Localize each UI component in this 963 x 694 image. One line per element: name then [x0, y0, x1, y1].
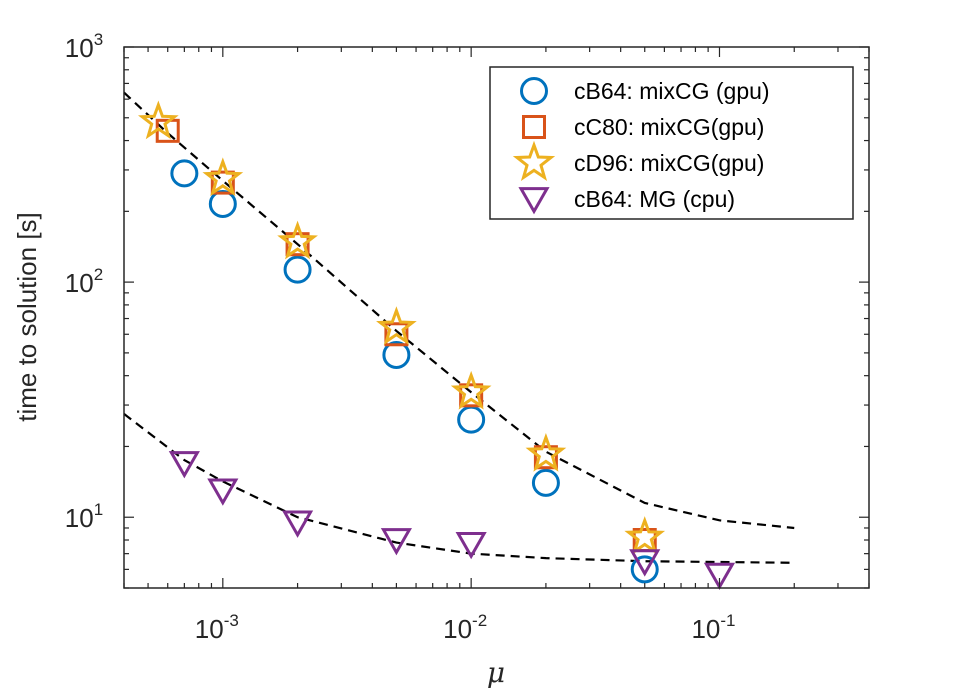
data-point-triangle-down	[703, 562, 736, 590]
data-point-star	[138, 100, 179, 140]
data-point-square	[384, 322, 409, 347]
fit-gpu-dashed-line	[123, 91, 795, 530]
data-point-square	[459, 383, 484, 408]
legend-marker-circle	[520, 77, 548, 105]
legend-marker-triangle-down	[518, 187, 550, 215]
data-markers	[138, 100, 736, 590]
data-point-triangle-down	[455, 532, 487, 560]
data-point-circle	[630, 555, 659, 584]
legend: cB64: mixCG (gpu) cC80: mixCG(gpu) cD96: m…	[489, 66, 854, 220]
x-tick-label: 10-1	[691, 611, 735, 644]
y-tick-label: 101	[65, 500, 103, 533]
x-tick-label: 10-2	[443, 611, 487, 644]
legend-box	[489, 66, 854, 220]
legend-label: cB64: MG (cpu)	[574, 186, 735, 212]
data-point-triangle-down	[281, 510, 314, 538]
data-point-square	[210, 170, 235, 195]
legend-label: cD96: mixCG(gpu)	[574, 150, 764, 176]
data-point-star	[525, 433, 567, 472]
data-point-triangle-down	[207, 478, 239, 506]
legend-label: cC80: mixCG(gpu)	[574, 114, 764, 140]
data-point-star	[277, 220, 318, 260]
data-point-square	[533, 445, 558, 470]
y-tick-label: 103	[65, 30, 103, 63]
series-star	[138, 100, 666, 555]
data-point-circle	[283, 255, 312, 284]
data-point-star	[624, 516, 666, 555]
data-point-star	[450, 370, 492, 410]
data-point-star	[202, 157, 244, 197]
data-point-triangle-down	[629, 549, 661, 577]
y-axis-label: time to solution [s]	[12, 212, 42, 422]
data-point-triangle-down	[380, 528, 412, 556]
data-point-circle	[170, 159, 199, 188]
data-point-triangle-down	[168, 451, 200, 479]
x-axis-label: μ	[487, 656, 505, 689]
data-point-square	[285, 232, 310, 257]
axes-box	[123, 46, 870, 589]
fit-lines	[123, 91, 795, 564]
data-point-circle	[531, 468, 560, 497]
legend-marker-star	[512, 140, 556, 181]
data-point-circle	[382, 340, 411, 369]
series-circle	[170, 159, 659, 584]
data-point-star	[376, 306, 417, 345]
legend-label: cB64: mixCG (gpu)	[574, 78, 770, 104]
legend-marker-square	[522, 115, 546, 139]
x-tick-label: 10-3	[195, 611, 239, 644]
series-triangle-down	[168, 451, 736, 590]
data-point-circle	[208, 189, 237, 218]
axes: 10-3 10-2 10-1 101 102 103	[65, 30, 870, 644]
fit-cpu-dashed-line	[123, 413, 795, 564]
y-tick-label: 102	[65, 265, 103, 298]
